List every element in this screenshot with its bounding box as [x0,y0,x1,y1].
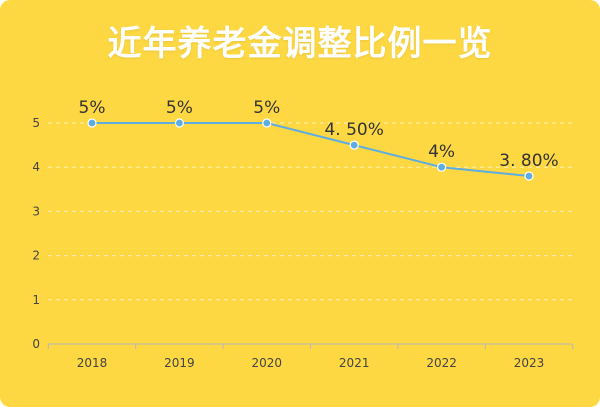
y-tick-label: 5 [32,116,40,130]
y-tick-label: 0 [32,337,40,351]
x-tick-label: 2021 [339,356,370,370]
data-point [262,118,272,128]
x-tick-label: 2022 [426,356,457,370]
data-label: 5% [79,98,106,118]
x-tick-label: 2020 [252,356,283,370]
x-tick-label: 2019 [164,356,195,370]
y-tick-label: 4 [32,160,40,174]
data-label: 4% [428,142,455,162]
data-label: 5% [253,98,280,118]
data-label: 3. 80% [499,151,558,171]
y-tick-label: 3 [32,204,40,218]
chart-title: 近年养老金调整比例一览 [107,24,493,64]
data-point [524,171,534,181]
data-point [87,118,97,128]
data-point [437,162,447,172]
data-point [174,118,184,128]
y-tick-label: 2 [32,249,40,263]
x-tick-label: 2023 [514,356,545,370]
data-label: 5% [166,98,193,118]
data-point [349,140,359,150]
data-label: 4. 50% [324,120,383,140]
y-tick-label: 1 [32,293,40,307]
x-tick-label: 2018 [77,356,108,370]
series-line [92,122,530,178]
